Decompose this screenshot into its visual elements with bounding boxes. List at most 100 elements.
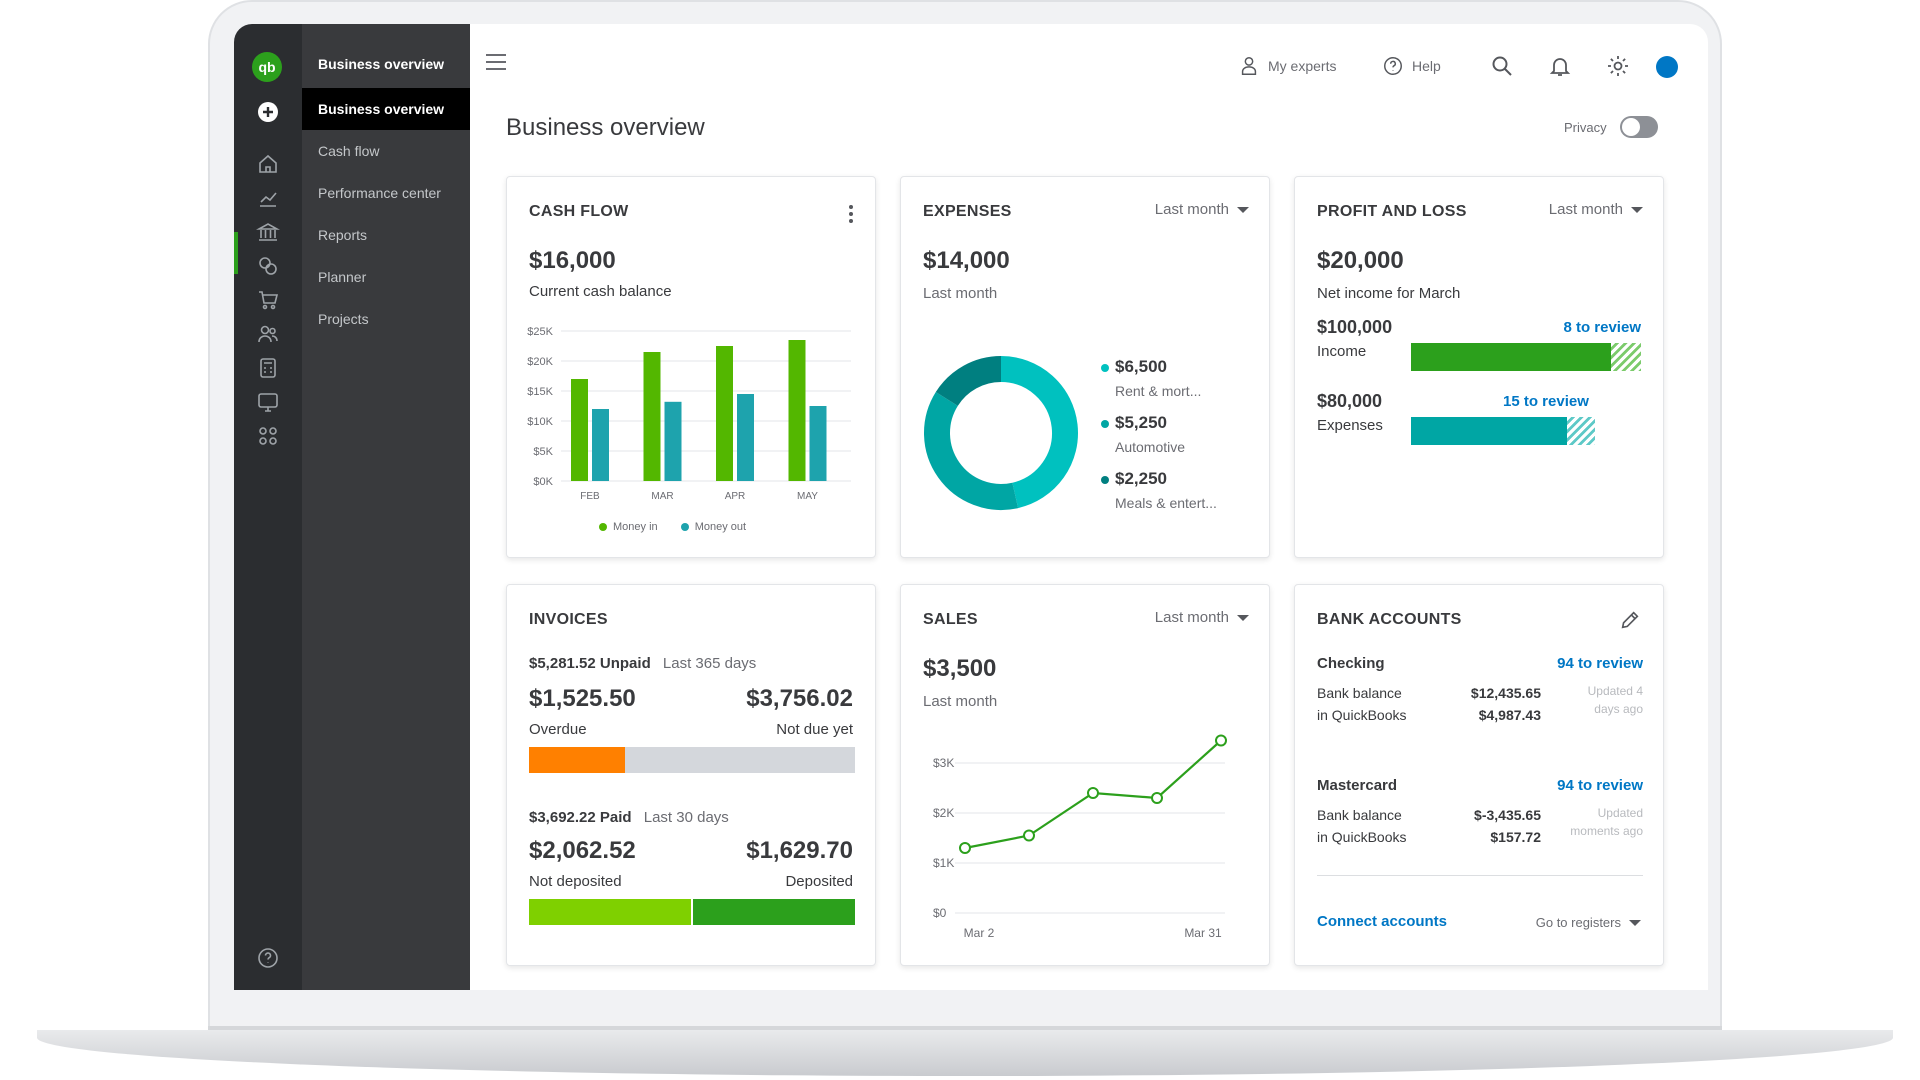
hamburger-menu-icon[interactable]: [486, 54, 506, 70]
chart-icon[interactable]: [256, 186, 280, 210]
not-deposited-segment: [529, 899, 691, 925]
bar-money-out[interactable]: [809, 406, 827, 481]
y-tick-label: $0: [933, 906, 947, 920]
unpaid-amount: $5,281.52 Unpaid: [529, 655, 651, 672]
icon-rail: qb: [234, 24, 302, 990]
paid-amount: $3,692.22 Paid: [529, 809, 632, 826]
pencil-icon[interactable]: [1619, 609, 1641, 631]
menu-section-title: Business overview: [318, 56, 445, 72]
y-tick-label: $3K: [933, 756, 954, 770]
unpaid-period: Last 365 days: [662, 655, 757, 672]
overdue-segment: [529, 747, 625, 773]
legend-money-out: Money out: [694, 521, 747, 533]
bar-money-in[interactable]: [716, 346, 733, 481]
card-title: SALES: [923, 611, 978, 628]
my-experts-link[interactable]: My experts: [1238, 54, 1336, 78]
y-tick-label: $0K: [533, 476, 553, 488]
help-circle-icon[interactable]: [256, 946, 280, 970]
menu-item-business-overview[interactable]: Business overview: [302, 88, 470, 130]
donut-slice[interactable]: [1000, 356, 1078, 509]
chevron-down-icon: [1237, 206, 1249, 213]
profit-loss-card: PROFIT AND LOSS Last month $20,000 Net i…: [1294, 176, 1664, 558]
user-avatar[interactable]: [1656, 56, 1678, 78]
income-review-link[interactable]: 8 to review: [1563, 319, 1641, 336]
donut-slice[interactable]: [935, 356, 1002, 407]
cash-flow-legend: Money in Money out: [599, 521, 746, 533]
sales-point[interactable]: [959, 842, 971, 854]
cash-balance-caption: Current cash balance: [529, 283, 672, 300]
tag-icon[interactable]: [256, 254, 280, 278]
bank-account-mastercard[interactable]: Mastercard 94 to review Bank balance in …: [1317, 777, 1643, 848]
bank-account-checking[interactable]: Checking 94 to review Bank balance in Qu…: [1317, 655, 1643, 726]
cash-flow-card: CASH FLOW $16,000 Current cash balance $…: [506, 176, 876, 558]
search-icon[interactable]: [1490, 54, 1514, 78]
account-name: Mastercard: [1317, 777, 1398, 794]
y-tick-label: $5K: [533, 446, 553, 458]
deposited-label: Deposited: [785, 873, 853, 890]
menu-item-performance-center[interactable]: Performance center: [318, 185, 441, 201]
donut-slice[interactable]: [924, 392, 1019, 510]
bar-money-in[interactable]: [788, 340, 806, 481]
account-updated: Updated 4 days ago: [1587, 684, 1643, 716]
money-out-dot: [680, 523, 689, 532]
card-title: PROFIT AND LOSS: [1317, 203, 1467, 220]
chevron-down-icon: [1629, 919, 1641, 926]
bar-money-out[interactable]: [737, 394, 754, 481]
sales-amount: $3,500: [923, 655, 997, 682]
bar-money-in[interactable]: [643, 352, 661, 481]
cart-icon[interactable]: [256, 288, 280, 312]
paid-progress-bar[interactable]: [529, 899, 855, 925]
profit-loss-period-dropdown[interactable]: Last month: [1549, 201, 1643, 218]
expenses-pending-hatch: [1567, 417, 1595, 445]
income-label: Income: [1317, 343, 1367, 360]
bank-balance-value: $-3,435.65: [1474, 807, 1541, 823]
menu-item-reports[interactable]: Reports: [318, 227, 368, 243]
plus-circle-icon[interactable]: [256, 100, 280, 124]
sales-period-dropdown[interactable]: Last month: [1155, 609, 1249, 626]
menu-item-projects[interactable]: Projects: [318, 311, 369, 327]
apps-icon[interactable]: [256, 424, 280, 448]
account-review-link[interactable]: 94 to review: [1557, 655, 1643, 672]
chevron-down-icon: [1237, 614, 1249, 621]
card-title: INVOICES: [529, 611, 608, 628]
sales-point[interactable]: [1151, 792, 1163, 804]
unpaid-progress-bar[interactable]: [529, 747, 855, 773]
account-name: Checking: [1317, 655, 1385, 672]
expense-amount: $2,250: [1115, 469, 1167, 488]
connect-accounts-link[interactable]: Connect accounts: [1317, 913, 1448, 930]
expenses-period-dropdown[interactable]: Last month: [1155, 201, 1249, 218]
privacy-toggle[interactable]: [1620, 116, 1658, 138]
sales-card: SALES Last month $3,500 Last month $3K $2…: [900, 584, 1270, 966]
help-link[interactable]: Help: [1382, 54, 1441, 78]
sales-point[interactable]: [1087, 787, 1099, 799]
expenses-review-link[interactable]: 15 to review: [1503, 393, 1589, 410]
expense-item: $6,500 Rent & mort...: [1101, 357, 1261, 413]
quickbooks-label: in QuickBooks: [1317, 829, 1407, 845]
quickbooks-logo[interactable]: qb: [252, 52, 282, 82]
bar-money-out[interactable]: [664, 401, 682, 481]
calculator-icon[interactable]: [256, 356, 280, 380]
home-icon[interactable]: [256, 152, 280, 176]
bank-icon[interactable]: [256, 220, 280, 244]
menu-item-cash-flow[interactable]: Cash flow: [318, 143, 380, 159]
people-icon[interactable]: [256, 322, 280, 346]
expense-amount: $5,250: [1115, 413, 1167, 432]
account-updated: Updated moments ago: [1570, 806, 1643, 838]
laptop-base: [37, 1030, 1893, 1076]
monitor-icon[interactable]: [256, 390, 280, 414]
go-to-registers-dropdown[interactable]: Go to registers: [1536, 915, 1641, 930]
more-options-icon[interactable]: [849, 205, 853, 226]
sales-point[interactable]: [1215, 734, 1227, 747]
y-tick-label: $1K: [933, 856, 954, 870]
bar-money-in[interactable]: [571, 379, 588, 481]
quickbooks-label: in QuickBooks: [1317, 707, 1407, 723]
not-deposited-amount: $2,062.52: [529, 837, 636, 864]
account-review-link[interactable]: 94 to review: [1557, 777, 1643, 794]
expenses-caption: Last month: [923, 285, 998, 302]
bell-icon[interactable]: [1548, 54, 1572, 78]
gear-icon[interactable]: [1606, 54, 1630, 78]
sales-point[interactable]: [1023, 829, 1035, 842]
my-experts-label: My experts: [1268, 58, 1337, 74]
bar-money-out[interactable]: [592, 409, 609, 481]
menu-item-planner[interactable]: Planner: [318, 269, 367, 285]
